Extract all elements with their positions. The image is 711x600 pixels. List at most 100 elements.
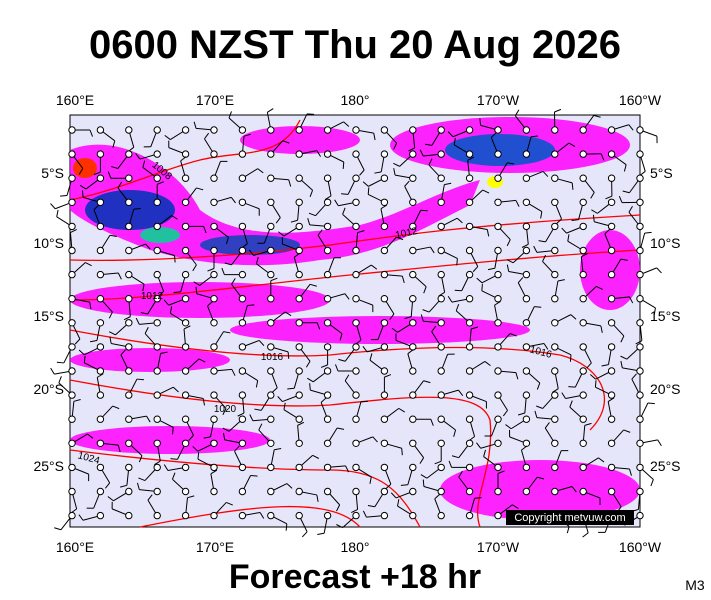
barb-flag [89,339,98,343]
barb-flag [534,306,542,308]
barb-flag [316,494,319,502]
barb-station [409,487,417,496]
barb-station [437,367,445,375]
barb-flag [93,171,101,176]
barb-flag [586,362,592,369]
barb-flag [517,412,525,416]
lon-label-bottom: 170°W [477,539,520,555]
barb-station [352,246,360,255]
barb-station [409,343,417,351]
barb-flag [249,414,254,421]
barb-flag [154,460,161,466]
barb-flag [112,140,116,148]
barb-flag [173,291,181,294]
barb-station [607,487,616,496]
barb-station [181,415,190,423]
barb-flag [339,333,343,341]
barb-station [522,126,531,134]
barb-station [579,150,587,158]
barb-flag [620,360,623,368]
barb-flag [542,171,549,177]
barb-flag [93,204,100,210]
barb-station [238,270,247,279]
barb-flag [620,335,625,343]
barb-flag [207,300,214,307]
lat-label-left: 20°S [33,381,64,397]
barb-flag [505,424,512,430]
barb-flag [337,427,345,430]
barb-flag [226,501,233,506]
barb-flag [344,293,350,300]
barb-station [465,439,474,447]
barb-flag [398,407,405,413]
barb-flag [112,405,120,410]
barb-flag [222,427,230,432]
barb-station [409,270,417,279]
barb-flag [650,479,654,487]
barb-flag [254,408,262,411]
barb-station [210,415,218,423]
barb-flag [231,278,236,285]
barb-flag [447,295,453,303]
barb-station [551,439,559,447]
barb-station [210,126,218,134]
barb-station [494,270,502,279]
barb-flag [568,142,576,148]
barb-flag [629,296,634,304]
barb-station [238,319,247,327]
barb-station [125,295,133,303]
barb-station [96,439,105,447]
barb-station [409,150,417,158]
barb-station [607,126,616,134]
barb-station [125,487,133,496]
barb-flag [270,277,278,282]
barb-station [409,367,417,375]
barb-flag [74,338,81,345]
barb-flag [230,197,236,204]
barb-flag [285,523,288,531]
barb-flag [316,322,321,330]
barb-station [551,415,559,423]
barb-station [551,150,559,158]
isobar-label: 1012 [394,226,418,241]
barb-flag [533,245,538,253]
barb-flag [581,253,588,258]
barb-station [295,222,303,231]
barb-station [607,343,616,351]
barb-station [465,198,474,207]
barb-station [352,198,360,207]
barb-flag [117,272,122,280]
barb-station [153,463,161,472]
barb-station [323,270,332,279]
barb-flag [631,373,637,380]
barb-flag [605,195,613,200]
barb-flag [370,264,378,270]
barb-flag [351,508,358,513]
barb-station [153,487,161,496]
barb-station [352,150,360,158]
barb-flag [243,133,251,137]
lon-label-top: 170°E [196,92,234,108]
barb-station [380,246,389,255]
barb-flag [120,349,127,356]
barb-station [579,126,587,134]
forecast-caption: Forecast +18 hr [229,558,481,596]
barb-station [579,198,587,207]
barb-station [607,367,616,375]
barb-flag [487,267,495,271]
barb-flag [629,468,632,476]
barb-station [636,463,644,472]
barb-station [465,463,474,472]
barb-station [68,511,76,520]
barb-station [96,319,105,327]
barb-station [210,343,218,351]
barb-station [380,198,389,207]
barb-flag [195,286,198,294]
barb-flag [476,442,482,449]
barb-station [352,270,360,279]
barb-flag [297,421,305,426]
barb-station [210,295,218,303]
barb-station [551,198,559,207]
barb-flag [136,378,144,381]
